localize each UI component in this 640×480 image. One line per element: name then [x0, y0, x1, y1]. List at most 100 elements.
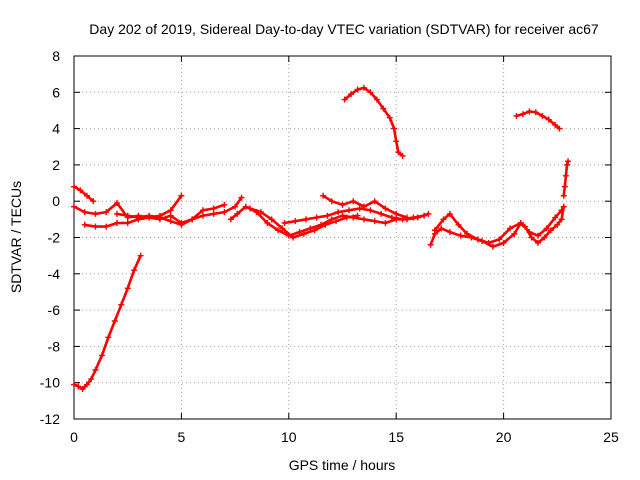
data-point	[517, 219, 524, 226]
data-point	[534, 232, 541, 239]
x-tick-label: 10	[281, 429, 297, 445]
data-point	[371, 198, 378, 205]
data-point	[320, 192, 327, 199]
data-point	[210, 210, 217, 217]
data-point	[561, 183, 568, 190]
data-point	[131, 267, 138, 274]
data-point	[242, 203, 249, 210]
data-point	[345, 207, 352, 214]
data-point	[279, 225, 286, 232]
x-tick-label: 5	[178, 429, 186, 445]
data-point	[489, 243, 496, 250]
y-tick-label: -6	[48, 302, 61, 318]
data-point	[410, 214, 417, 221]
data-point	[300, 230, 307, 237]
series-line	[343, 86, 404, 158]
y-tick-label: -10	[40, 375, 60, 391]
data-point	[81, 209, 88, 216]
x-axis-label: GPS time / hours	[289, 457, 396, 473]
data-point	[90, 198, 97, 205]
data-point	[563, 161, 570, 168]
data-point	[485, 239, 492, 246]
data-point	[532, 109, 539, 116]
data-point	[425, 210, 432, 217]
data-point	[427, 241, 434, 248]
data-point	[350, 198, 357, 205]
data-point	[146, 212, 153, 219]
data-point	[199, 207, 206, 214]
data-point	[92, 210, 99, 217]
data-point	[238, 194, 245, 201]
y-axis: -12 -10 -8 -6 -4 -2 0 2 4 6 8	[40, 48, 611, 427]
data-point	[210, 205, 217, 212]
data-point	[322, 221, 329, 228]
data-point	[71, 381, 77, 388]
data-point	[543, 225, 550, 232]
data-point	[354, 212, 361, 219]
data-point	[360, 84, 367, 91]
data-point	[324, 212, 331, 219]
data-point	[343, 214, 350, 221]
data-point	[111, 317, 118, 324]
data-point	[446, 210, 453, 217]
data-point	[221, 209, 228, 216]
data-point	[135, 214, 142, 221]
data-point	[446, 229, 453, 236]
data-point	[167, 207, 174, 214]
data-point	[221, 201, 228, 208]
data-point	[393, 138, 400, 145]
y-tick-label: 6	[52, 84, 60, 100]
series-arc-early-decline	[71, 183, 97, 205]
data-point	[474, 236, 481, 243]
data-point	[118, 301, 125, 308]
data-point	[124, 212, 131, 219]
data-point	[227, 216, 234, 223]
data-point	[367, 89, 374, 96]
data-point	[275, 227, 282, 234]
data-point	[103, 223, 110, 230]
data-point	[556, 125, 563, 132]
data-point	[178, 221, 185, 228]
x-axis: 0 5 10 15 20 25	[70, 56, 619, 445]
data-point	[335, 209, 342, 216]
data-point	[313, 214, 320, 221]
data-point	[167, 212, 174, 219]
data-point	[421, 212, 428, 219]
data-point	[311, 227, 318, 234]
data-point	[92, 366, 99, 373]
data-point	[528, 234, 535, 241]
series-arc-late-high	[513, 108, 563, 132]
data-point	[552, 121, 559, 128]
data-point	[268, 216, 275, 223]
data-point	[547, 227, 554, 234]
series-arc-g	[320, 192, 410, 221]
data-point	[71, 183, 77, 190]
y-tick-label: -2	[48, 230, 61, 246]
data-point	[81, 221, 88, 228]
x-tick-label: 25	[603, 429, 619, 445]
data-point	[554, 221, 561, 228]
data-point	[440, 216, 447, 223]
data-point	[565, 158, 572, 165]
y-tick-label: -4	[48, 266, 61, 282]
data-point	[137, 252, 144, 259]
data-point	[290, 234, 297, 241]
data-point	[558, 216, 565, 223]
data-point	[367, 207, 374, 214]
data-point	[513, 112, 520, 119]
chart-title: Day 202 of 2019, Sidereal Day-to-day VTE…	[89, 21, 599, 37]
data-point	[438, 225, 445, 232]
data-point	[560, 192, 567, 199]
x-tick-label: 20	[496, 429, 512, 445]
data-point	[552, 214, 559, 221]
data-point	[356, 205, 363, 212]
data-point	[71, 203, 77, 210]
data-point	[264, 219, 271, 226]
data-point	[79, 386, 86, 393]
y-tick-label: 2	[52, 157, 60, 173]
data-point	[328, 198, 335, 205]
data-point	[281, 219, 288, 226]
data-point	[292, 218, 299, 225]
data-point	[382, 219, 389, 226]
data-point	[113, 219, 120, 226]
